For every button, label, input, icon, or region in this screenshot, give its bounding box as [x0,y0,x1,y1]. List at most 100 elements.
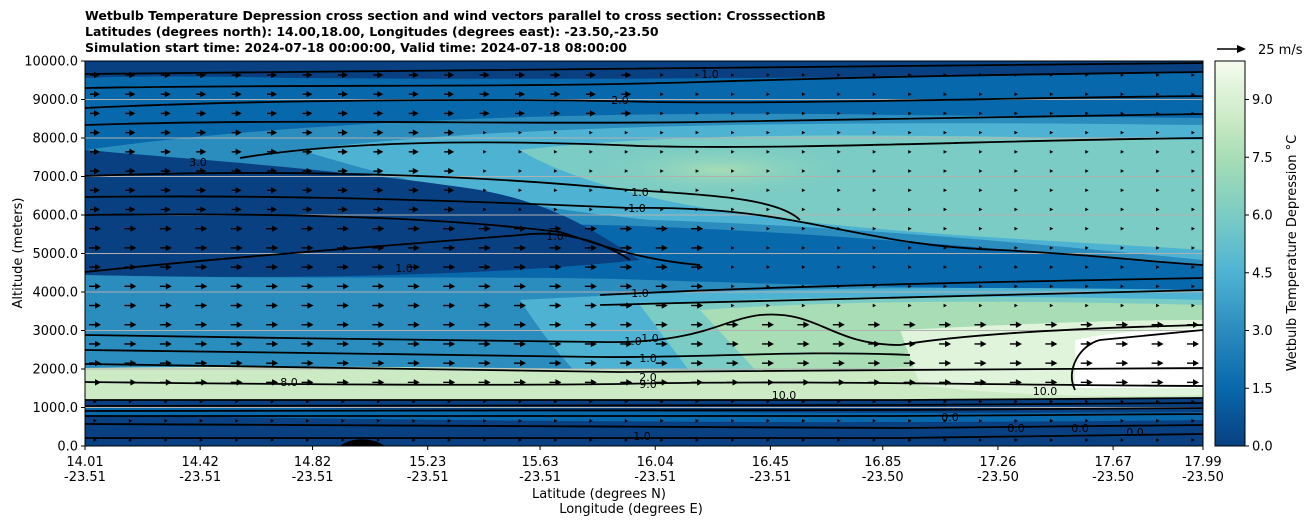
wind-vector [691,225,704,232]
wind-vector [620,244,633,252]
wind-vector [837,111,841,116]
wind-vector [235,418,239,423]
colorbar: 0.0 1.5 3.0 4.5 6.0 7.5 9.0 Wetbulb Temperatur… [1214,60,1300,455]
wind-vector [478,244,491,252]
wind-vector [766,284,770,289]
wind-vector [801,303,806,308]
wind-vector [620,379,633,386]
wind-vector [832,359,845,367]
wind-vector [412,418,416,423]
wind-vector [231,129,242,136]
wind-vector [978,284,983,289]
wind-vector [1049,303,1054,308]
wind-vector [479,110,490,117]
wind-vector [270,418,275,423]
wind-vector [978,399,983,404]
wind-vector [1191,226,1195,231]
wind-vector [943,438,948,442]
wind-vector [195,225,208,232]
wind-vector [655,340,668,348]
wind-vector [443,283,456,290]
wind-vector [731,284,735,289]
wind-vector [1014,188,1018,193]
wind-vector [1014,111,1018,116]
x-tick-label-lat: 14.01 [66,455,103,470]
x-tick-label-lat: 16.04 [637,455,674,470]
wind-vector [868,359,881,367]
wind-vector [302,206,313,213]
wind-vector [620,359,633,367]
wind-vector [801,399,806,404]
wind-vector [766,207,770,212]
wind-vector [407,302,420,309]
wind-vector [376,399,381,404]
wind-vector [731,246,735,250]
wind-vector [1191,92,1195,97]
wind-vector [908,418,912,423]
wind-vector [266,379,279,386]
wind-vector [515,91,526,98]
x-tick-label-lat: 14.82 [294,455,331,470]
wind-vector [621,71,632,79]
wind-vector [478,359,491,367]
wind-vector [766,92,770,97]
wind-vector [443,302,456,309]
wind-vector [1049,169,1054,173]
wind-vector [695,418,700,423]
x-axis-label-lat: Latitude (degrees N) [532,487,666,502]
wind-vector [159,302,172,309]
wind-vector [164,399,168,404]
wind-vector [553,399,558,404]
wind-vector [766,150,770,154]
wind-vector [978,130,983,135]
contour-label: 0.0 [1071,422,1089,435]
wind-vector [1120,418,1125,423]
wind-vector [1120,226,1125,231]
wind-vector [478,302,491,309]
wind-vector [478,225,491,232]
x-tick-label-lon: -23.51 [749,470,791,485]
wind-vector [443,225,456,232]
wind-vector [655,359,668,367]
wind-vector [1045,359,1058,367]
wind-vector [195,302,208,309]
contour-line [599,277,1203,296]
wind-vector [801,265,806,269]
wind-vector [584,263,597,271]
x-tick-label-lat: 15.63 [521,455,558,470]
wind-vector [267,129,278,136]
wind-vector [868,340,881,348]
wind-vector [1080,379,1093,386]
wind-vector [336,340,349,348]
wind-vector [691,283,704,290]
wind-vector [160,206,171,213]
contour-line [85,381,1203,387]
wind-vector [372,321,385,328]
wind-vector [230,302,243,309]
contour-label: 1.0 [633,430,651,443]
wind-vector [550,91,561,98]
wind-vector [908,130,912,135]
wind-vector [624,150,629,154]
wind-vector [1085,111,1089,116]
wind-vector [872,130,877,135]
contour-label: 1.0 [395,262,413,275]
wind-vector [1014,246,1018,250]
wind-vector [655,263,668,271]
wind-vector [695,150,700,154]
wind-vector [872,303,877,308]
wind-vector [1049,150,1054,154]
wind-vector [872,188,877,193]
wind-vector [801,130,806,135]
y-tick-label: 4000.0 [33,286,79,301]
wind-vector [230,359,243,367]
wind-vector [93,418,97,423]
contour-label: 1.0 [546,230,564,243]
wind-vector [372,225,385,232]
wind-vector [160,129,171,136]
wind-vector [1156,188,1160,193]
wind-vector [943,246,948,250]
wind-vector [589,418,593,423]
wind-vector [1191,303,1195,308]
wind-vector [231,167,242,175]
